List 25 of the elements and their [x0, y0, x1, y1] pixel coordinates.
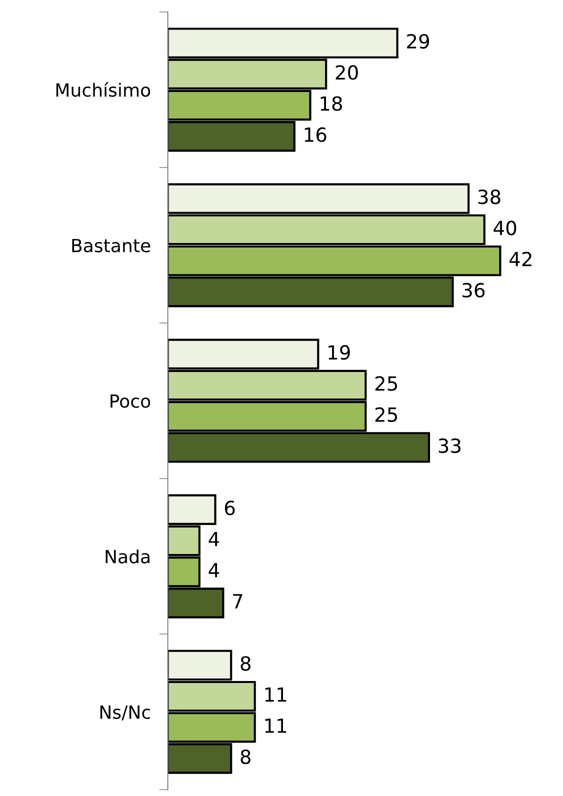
data-label: 33	[438, 438, 460, 454]
y-tick-label: Ns/Nc	[100, 706, 150, 720]
data-label: 19	[328, 345, 350, 360]
data-label: 38	[478, 190, 500, 204]
data-label: 18	[320, 96, 342, 111]
data-label: 36	[462, 282, 485, 298]
data-label: 40	[494, 220, 516, 236]
y-tick-label: Poco	[110, 394, 150, 408]
y-tick-label: Nada	[106, 549, 150, 564]
data-label: 25	[375, 376, 398, 391]
data-label: 16	[304, 127, 326, 142]
data-label: 8	[240, 749, 250, 764]
data-label: 8	[240, 656, 250, 671]
data-label: 25	[375, 407, 398, 422]
data-label: 11	[265, 718, 286, 733]
data-label: 42	[509, 252, 532, 266]
data-label: 7	[233, 594, 242, 608]
y-tick-label: Bastante	[72, 238, 150, 252]
data-label: 11	[265, 688, 286, 702]
data-label: 29	[407, 34, 430, 49]
data-label: 6	[224, 500, 235, 516]
data-label: 4	[208, 532, 220, 546]
data-label: 20	[336, 65, 358, 80]
data-label: 4	[208, 563, 220, 578]
y-tick-label: Muchísimo	[56, 82, 150, 97]
